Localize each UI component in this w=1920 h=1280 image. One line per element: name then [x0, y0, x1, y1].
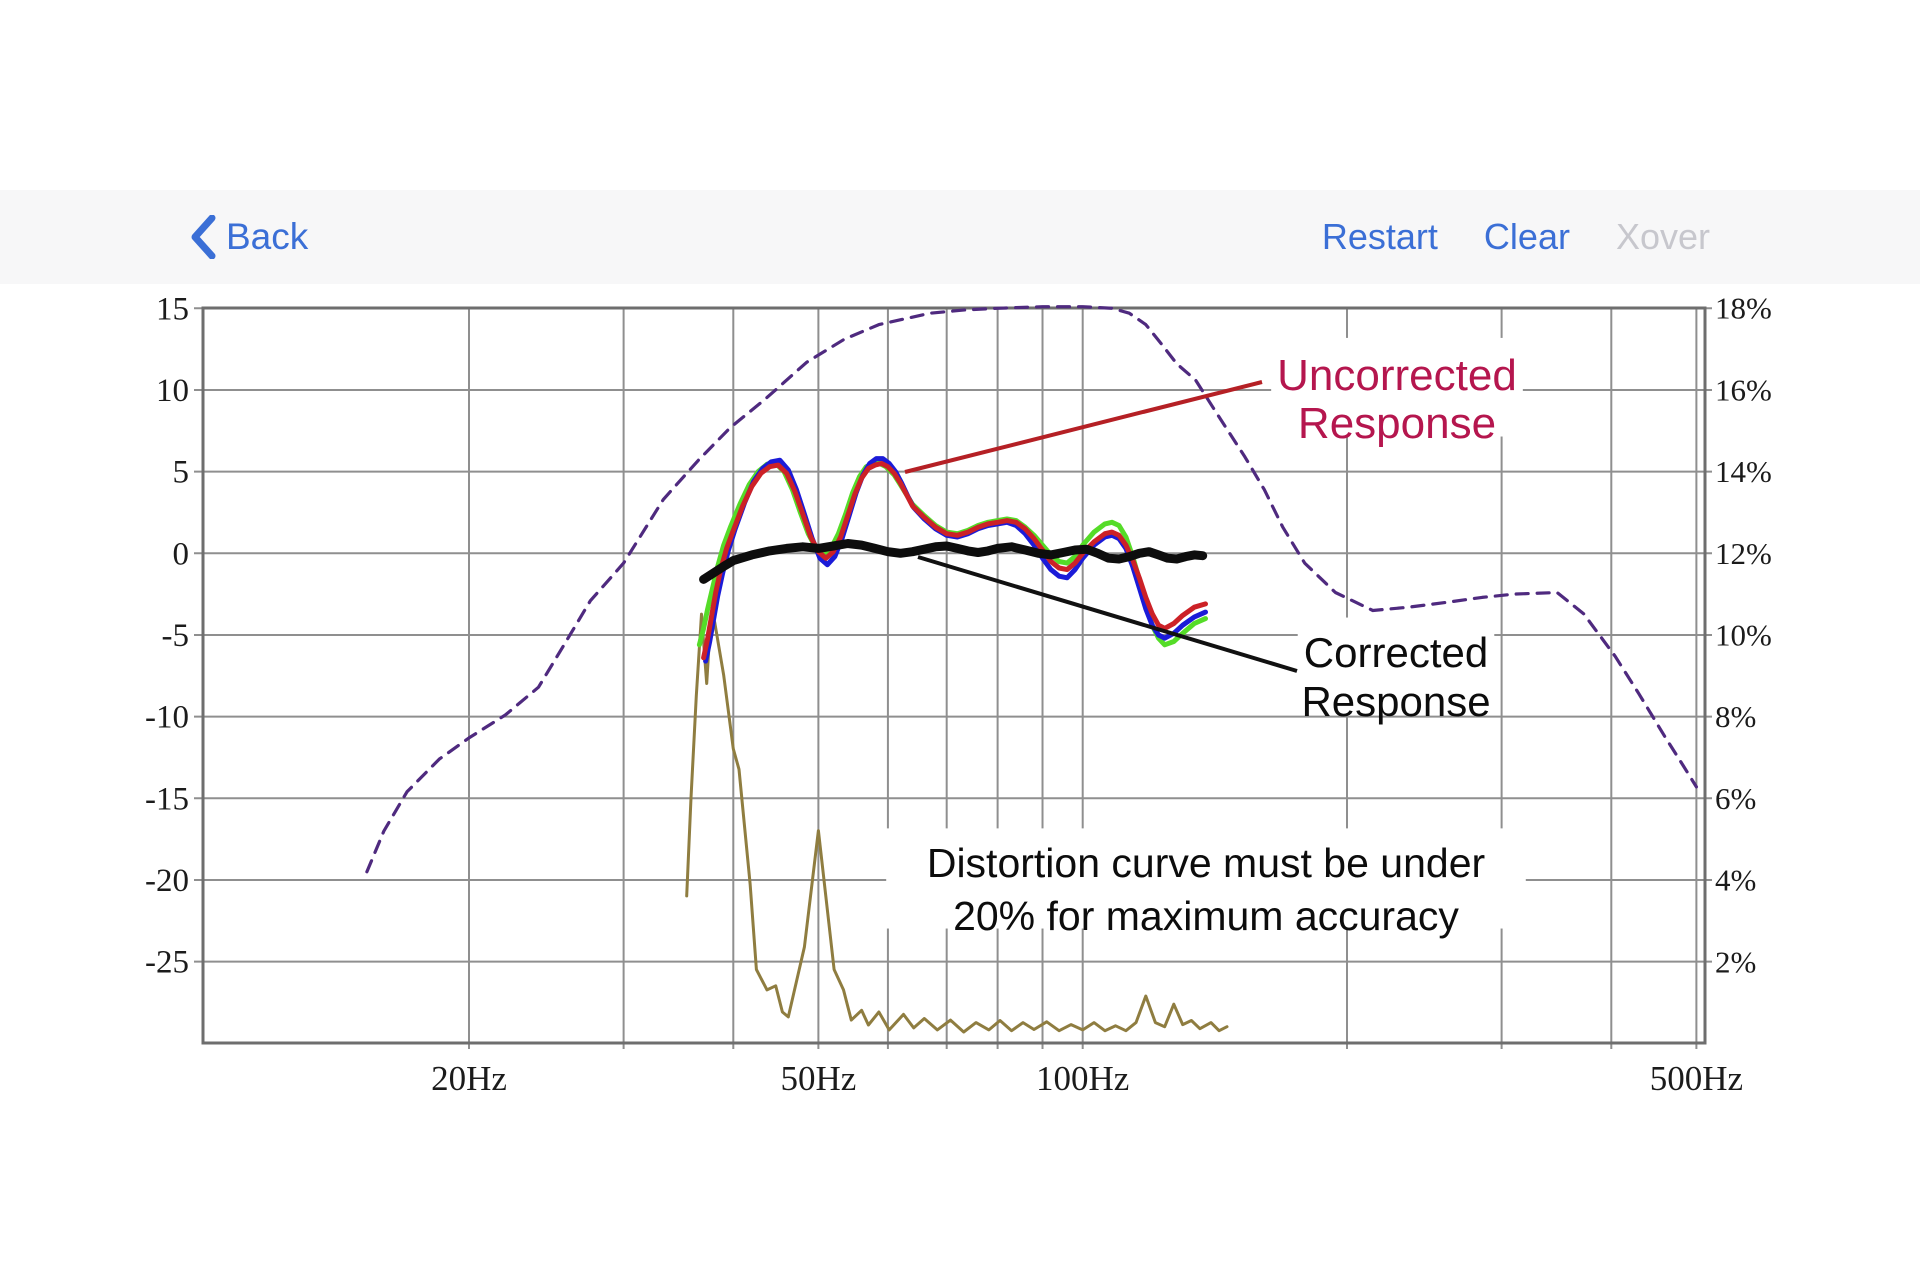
plot-border: [201, 306, 1707, 1045]
y-left-tick-5: 5: [173, 455, 190, 491]
x-tick-20hz: 20Hz: [431, 1059, 507, 1098]
y-right-tick-2: 2%: [1715, 944, 1756, 979]
x-tick-50hz: 50Hz: [780, 1059, 856, 1098]
distortion-note-line2: 20% for maximum accuracy: [953, 893, 1459, 939]
y-right-tick-6: 6%: [1715, 781, 1756, 816]
x-tick-500hz: 500Hz: [1650, 1059, 1743, 1098]
y-left-tick--20: -20: [145, 863, 189, 899]
y-right-tick-4: 4%: [1715, 863, 1756, 898]
back-button-label: Back: [226, 216, 309, 257]
clear-button[interactable]: Clear: [1483, 216, 1570, 257]
distortion-note-line1: Distortion curve must be under: [927, 840, 1485, 886]
y-right-tick-18: 18%: [1715, 291, 1772, 326]
y-right-tick-8: 8%: [1715, 699, 1756, 734]
chevron-left-icon: [191, 215, 216, 259]
navbar-actions: Restart Clear Xover: [1322, 219, 1710, 255]
y-left-tick--25: -25: [145, 945, 189, 981]
corrected-response-label-line1: Corrected: [1304, 629, 1488, 676]
y-right-tick-10: 10%: [1715, 618, 1772, 653]
uncorrected-response-label-line1: Uncorrected: [1277, 351, 1517, 400]
corrected-response-label-line2: Response: [1301, 678, 1490, 725]
corrected-response-curve: [699, 539, 1208, 584]
uncorrected-response-label-line2: Response: [1298, 399, 1496, 448]
uncorrected-response-red-curve: [701, 461, 1208, 661]
navigation-bar: Back Restart Clear Xover: [0, 190, 1920, 284]
distortion-note-bg: [886, 828, 1526, 929]
y-left-tick-0: 0: [173, 536, 190, 572]
back-button[interactable]: Back: [190, 215, 308, 259]
y-left-tick--10: -10: [145, 700, 189, 736]
distortion-curve-curve: [685, 612, 1229, 1034]
corrected-pointer-line: [917, 555, 1298, 673]
y-right-tick-16: 16%: [1715, 372, 1772, 407]
y-left-tick-15: 15: [156, 291, 189, 327]
y-right-tick-14: 14%: [1715, 454, 1772, 489]
corrected-response-label-bg: [1297, 617, 1495, 715]
uncorrected-pointer-line: [904, 380, 1263, 474]
y-right-tick-12: 12%: [1715, 536, 1772, 571]
uncorrected-response-label-bg: [1271, 337, 1523, 437]
xover-button[interactable]: Xover: [1615, 216, 1710, 257]
x-tick-100hz: 100Hz: [1036, 1059, 1129, 1098]
y-left-tick--5: -5: [162, 618, 190, 654]
limit-curve-curve: [365, 305, 1699, 874]
y-left-tick-10: 10: [156, 373, 189, 409]
y-left-tick--15: -15: [145, 781, 189, 817]
restart-button[interactable]: Restart: [1321, 216, 1438, 257]
